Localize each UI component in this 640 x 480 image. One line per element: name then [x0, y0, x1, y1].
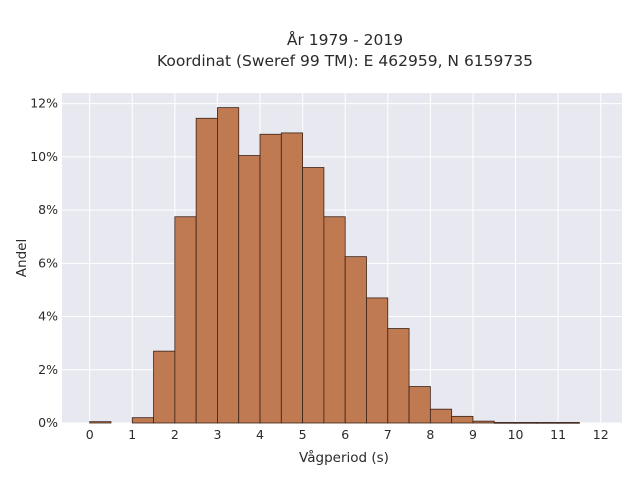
x-tick-label: 9	[469, 427, 477, 442]
histogram-bar	[302, 167, 325, 424]
y-tick-label: 2%	[38, 362, 58, 377]
x-tick-label: 4	[256, 427, 264, 442]
x-axis-label: Vågperiod (s)	[299, 449, 389, 466]
x-tick-label: 12	[593, 427, 609, 442]
y-tick-label: 4%	[38, 309, 58, 324]
x-tick-label: 11	[550, 427, 566, 442]
y-tick-label: 0%	[38, 415, 58, 430]
histogram-bar	[323, 216, 346, 424]
chart-title-line2: Koordinat (Sweref 99 TM): E 462959, N 61…	[157, 52, 533, 70]
x-tick-label: 0	[86, 427, 94, 442]
histogram-bar	[429, 408, 453, 424]
histogram-bar	[536, 422, 559, 424]
histogram-bars	[89, 107, 580, 424]
x-tick-labels: 0 1 2 3 4 5 6 7 8 9 10 11 12	[86, 427, 609, 442]
y-tick-label: 10%	[30, 149, 58, 164]
y-axis-label: Andel	[14, 239, 30, 277]
x-tick-label: 5	[299, 427, 307, 442]
y-tick-label: 6%	[38, 255, 58, 270]
y-tick-label: 8%	[38, 202, 58, 217]
histogram-bar	[472, 420, 495, 424]
histogram-bar	[195, 117, 218, 424]
y-tick-labels: 0% 2% 4% 6% 8% 10% 12%	[30, 96, 58, 430]
histogram-bar	[174, 216, 197, 424]
chart-title-line1: År 1979 - 2019	[287, 30, 403, 49]
histogram-bar	[280, 132, 304, 424]
histogram-bar	[238, 155, 261, 424]
histogram-bar	[451, 415, 474, 424]
histogram-bar	[217, 107, 240, 424]
histogram-bar	[131, 417, 154, 424]
x-tick-label: 10	[508, 427, 524, 442]
histogram-bar	[493, 422, 516, 424]
histogram-bar	[557, 422, 580, 424]
y-tick-label: 12%	[30, 96, 58, 111]
histogram-bar	[153, 350, 176, 424]
histogram-bar	[515, 422, 538, 424]
x-tick-label: 2	[171, 427, 179, 442]
x-tick-label: 8	[426, 427, 434, 442]
histogram-bar	[89, 421, 112, 424]
histogram-bar	[366, 297, 389, 424]
x-tick-label: 3	[213, 427, 221, 442]
x-tick-label: 1	[128, 427, 136, 442]
histogram-bar	[408, 386, 431, 424]
x-tick-label: 6	[341, 427, 349, 442]
histogram-bar	[259, 133, 282, 424]
x-tick-label: 7	[384, 427, 392, 442]
histogram-bar	[387, 328, 410, 424]
histogram-bar	[344, 256, 367, 424]
